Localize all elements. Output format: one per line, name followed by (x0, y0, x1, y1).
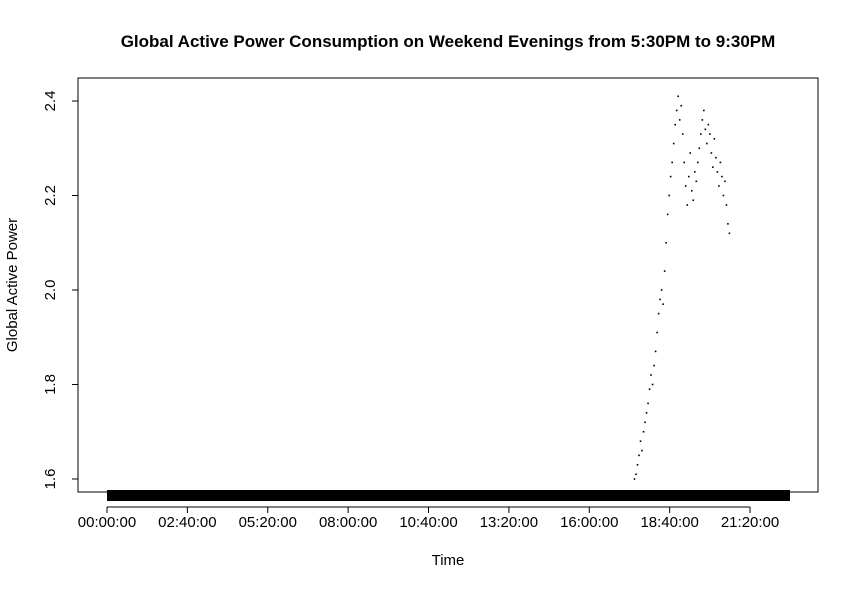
y-tick-label: 1.6 (42, 469, 59, 490)
data-point (665, 241, 667, 244)
data-point (690, 189, 693, 192)
data-point (641, 449, 643, 452)
data-point (647, 402, 649, 405)
data-point (681, 133, 684, 135)
data-point (666, 213, 669, 216)
x-tick-label: 13:20:00 (480, 514, 538, 531)
x-tick-label: 08:00:00 (319, 514, 377, 531)
data-point (724, 180, 726, 183)
y-axis: 1.6 1.8 2.0 2.2 2.4 (42, 91, 79, 490)
x-axis: 00:00:00 02:40:00 05:20:00 08:00:00 10:40:00… (78, 506, 779, 531)
data-point (645, 412, 648, 414)
data-point (648, 388, 651, 391)
chart-title: Global Active Power Consumption on Weeke… (121, 32, 776, 51)
y-tick-label: 2.0 (42, 280, 59, 301)
data-point (701, 119, 704, 121)
data-point (657, 312, 660, 315)
data-point (677, 95, 680, 98)
x-tick-label: 00:00:00 (78, 514, 136, 531)
data-point (686, 204, 689, 206)
data-point (710, 152, 713, 154)
x-tick-label: 05:20:00 (239, 514, 297, 531)
data-point (683, 161, 686, 164)
y-tick-label: 2.4 (42, 91, 59, 112)
data-point (653, 364, 655, 367)
x-tick-label: 21:20:00 (721, 514, 779, 531)
data-point (693, 171, 696, 173)
data-point (703, 109, 705, 112)
x-tick-label: 18:40:00 (640, 514, 698, 531)
data-point (672, 142, 675, 145)
x-axis-label: Time (432, 552, 465, 569)
y-tick-label: 2.2 (42, 185, 59, 206)
y-tick-label: 1.8 (42, 374, 59, 395)
data-point (659, 298, 661, 301)
data-points (633, 95, 731, 480)
baseline-bar-group (107, 490, 790, 501)
data-point (689, 152, 692, 154)
data-point (719, 161, 722, 164)
data-point (668, 194, 670, 197)
data-point (704, 128, 707, 131)
data-point (662, 303, 664, 305)
x-tick-label: 16:00:00 (560, 514, 618, 531)
data-point (695, 180, 698, 183)
data-point (712, 166, 714, 168)
data-point (721, 175, 723, 178)
data-point (650, 374, 652, 376)
data-point (722, 194, 725, 197)
data-point (654, 350, 657, 353)
data-point (709, 133, 711, 135)
data-point (674, 123, 676, 126)
data-point (700, 133, 702, 135)
x-tick-label: 02:40:00 (158, 514, 216, 531)
data-point (706, 142, 708, 145)
data-point (660, 289, 663, 291)
data-point (669, 175, 672, 178)
data-point (713, 138, 716, 140)
data-point (678, 119, 681, 121)
data-point (675, 109, 678, 112)
data-point (687, 175, 690, 178)
data-point (692, 199, 695, 202)
baseline-bar (107, 490, 790, 501)
data-point (707, 123, 710, 126)
data-point (715, 156, 717, 159)
data-point (663, 270, 666, 272)
data-point (633, 478, 636, 480)
data-point (716, 171, 719, 173)
data-point (718, 185, 720, 187)
data-point (656, 331, 658, 334)
data-point (644, 421, 646, 424)
data-point (698, 147, 701, 150)
data-point (635, 473, 637, 476)
data-point (651, 383, 654, 386)
data-point (642, 430, 645, 433)
data-point (696, 161, 699, 164)
data-point (725, 204, 728, 206)
data-point (684, 185, 687, 187)
data-point (671, 161, 673, 164)
data-point (728, 232, 731, 235)
data-point (636, 464, 639, 466)
data-point (727, 223, 729, 225)
x-tick-label: 10:40:00 (399, 514, 457, 531)
data-point (680, 104, 683, 107)
y-axis-label: Global Active Power (4, 218, 21, 352)
data-point (638, 454, 640, 457)
data-point (639, 440, 642, 442)
